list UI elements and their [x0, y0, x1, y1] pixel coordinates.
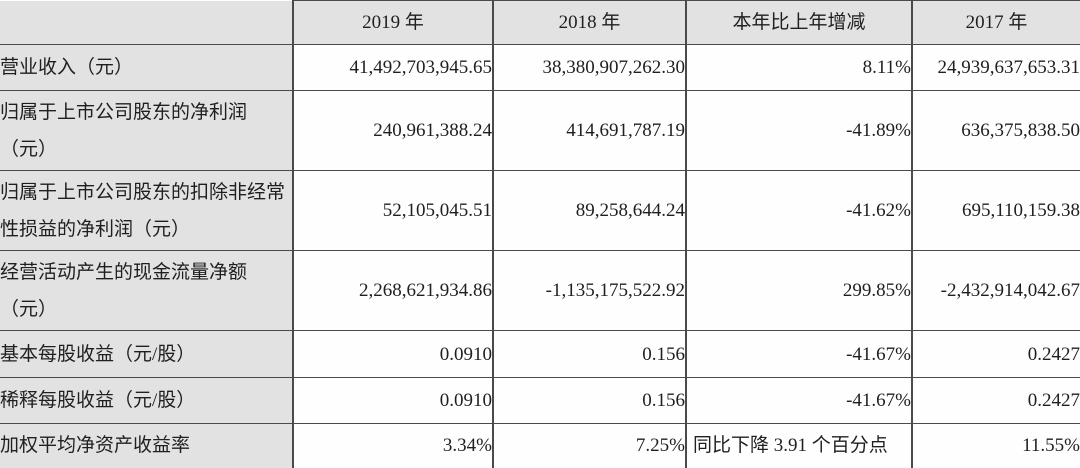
table-row: 经营活动产生的现金流量净额（元） 2,268,621,934.86 -1,135… [0, 250, 1080, 331]
row-label-operating-cash-flow: 经营活动产生的现金流量净额（元） [0, 250, 294, 331]
cell-2017: 0.2427 [911, 377, 1080, 424]
cell-2018: 89,258,644.24 [492, 170, 687, 251]
cell-2019: 240,961,388.24 [292, 90, 494, 171]
header-row-label-cell [0, 0, 294, 45]
cell-2017: 0.2427 [911, 330, 1080, 378]
cell-2018: 7.25% [492, 423, 687, 468]
table-row: 营业收入（元） 41,492,703,945.65 38,380,907,262… [0, 44, 1080, 91]
table-row: 加权平均净资产收益率 3.34% 7.25% 同比下降 3.91 个百分点 11… [0, 423, 1080, 468]
cell-2017: 11.55% [911, 423, 1080, 468]
row-label-diluted-eps: 稀释每股收益（元/股） [0, 377, 294, 424]
row-label-operating-revenue: 营业收入（元） [0, 44, 294, 91]
table-row: 稀释每股收益（元/股） 0.0910 0.156 -41.67% 0.2427 [0, 377, 1080, 424]
header-2017: 2017 年 [911, 0, 1080, 45]
cell-2018: 0.156 [492, 330, 687, 378]
row-label-net-profit: 归属于上市公司股东的净利润（元） [0, 90, 294, 171]
cell-2017: 636,375,838.50 [911, 90, 1080, 171]
cell-2018: 414,691,787.19 [492, 90, 687, 171]
cell-change: -41.67% [685, 330, 913, 378]
cell-2018: -1,135,175,522.92 [492, 250, 687, 331]
cell-change: 同比下降 3.91 个百分点 [685, 423, 913, 468]
cell-2018: 38,380,907,262.30 [492, 44, 687, 91]
table-row: 归属于上市公司股东的扣除非经常性损益的净利润（元） 52,105,045.51 … [0, 170, 1080, 251]
table-row: 基本每股收益（元/股） 0.0910 0.156 -41.67% 0.2427 [0, 330, 1080, 378]
row-label-weighted-avg-roe: 加权平均净资产收益率 [0, 423, 294, 468]
cell-2019: 0.0910 [292, 377, 494, 424]
cell-2018: 0.156 [492, 377, 687, 424]
header-2018: 2018 年 [492, 0, 687, 45]
header-2019: 2019 年 [292, 0, 494, 45]
header-change-yoy: 本年比上年增减 [685, 0, 913, 45]
cell-2017: 695,110,159.38 [911, 170, 1080, 251]
cell-2019: 52,105,045.51 [292, 170, 494, 251]
cell-2019: 2,268,621,934.86 [292, 250, 494, 331]
table-row: 归属于上市公司股东的净利润（元） 240,961,388.24 414,691,… [0, 90, 1080, 171]
cell-2019: 41,492,703,945.65 [292, 44, 494, 91]
cell-change: -41.62% [685, 170, 913, 251]
table-header-row: 2019 年 2018 年 本年比上年增减 2017 年 [0, 0, 1080, 45]
cell-change: -41.67% [685, 377, 913, 424]
cell-2019: 3.34% [292, 423, 494, 468]
cell-change: -41.89% [685, 90, 913, 171]
row-label-net-profit-excl-nonrecurring: 归属于上市公司股东的扣除非经常性损益的净利润（元） [0, 170, 294, 251]
row-label-basic-eps: 基本每股收益（元/股） [0, 330, 294, 378]
cell-change: 8.11% [685, 44, 913, 91]
cell-2017: -2,432,914,042.67 [911, 250, 1080, 331]
cell-2017: 24,939,637,653.31 [911, 44, 1080, 91]
cell-2019: 0.0910 [292, 330, 494, 378]
cell-change: 299.85% [685, 250, 913, 331]
